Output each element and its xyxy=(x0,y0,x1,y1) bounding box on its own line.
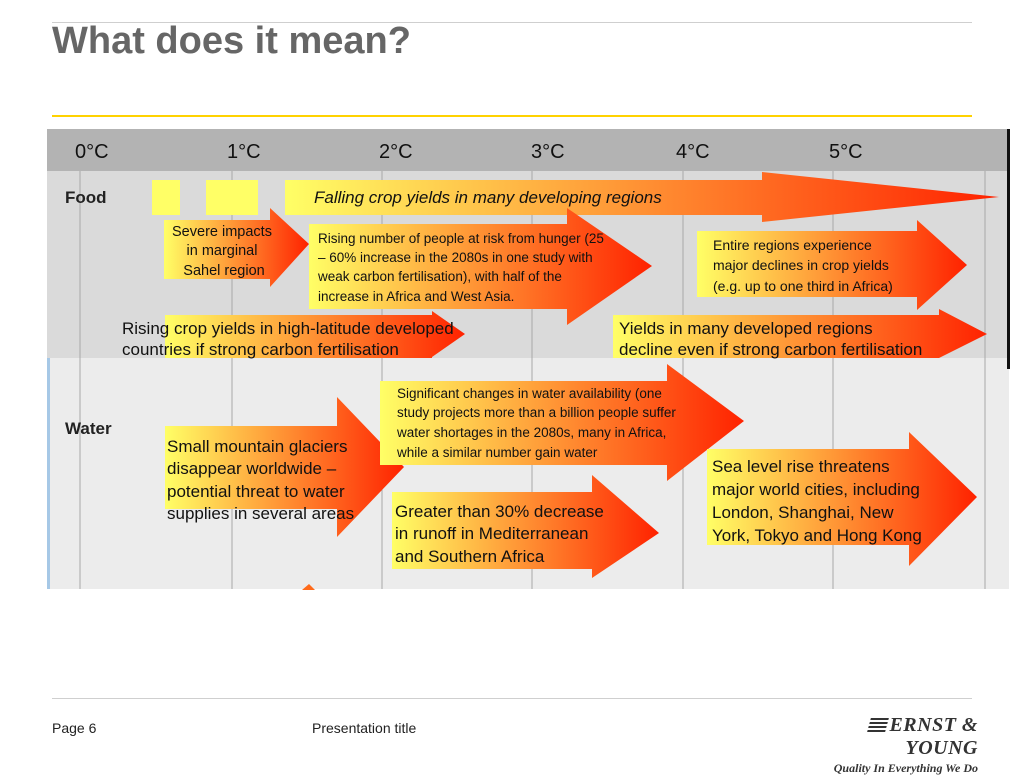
glaciers-arrow xyxy=(165,397,404,537)
svg-text:Sea level rise threatens m: Sea level rise threatens major world cit… xyxy=(712,457,925,545)
svg-text:Yields in many developed regio: Yields in many developed regions decline… xyxy=(619,319,922,359)
falling-yields-arrow xyxy=(285,172,999,222)
entire-regions-line-3: (e.g. up to one third in Africa) xyxy=(713,278,893,294)
runoff-line-1: Greater than 30% decrease xyxy=(395,502,604,521)
slide-title: What does it mean? xyxy=(52,20,411,62)
entire-regions-line-2: major declines in crop yields xyxy=(713,257,889,273)
food-edge-dark xyxy=(1007,129,1010,369)
svg-text:Small mountain glaciers di: Small mountain glaciers disappear worldw… xyxy=(167,437,354,523)
water-availability-line-2: study projects more than a billion peopl… xyxy=(397,405,676,420)
climate-impacts-diagram: 0°C 1°C 2°C 3°C 4°C 5°C Food Water Falli… xyxy=(47,129,1010,590)
rising-yields-line-2: countries if strong carbon fertilisation xyxy=(122,340,399,359)
entire-regions-arrow xyxy=(697,220,967,310)
yields-decline-arrow xyxy=(613,309,987,358)
rising-yields-line-1: Rising crop yields in high-latitude deve… xyxy=(122,319,454,338)
sea-level-arrow xyxy=(707,432,977,566)
severe-impacts-line-3: Sahel region xyxy=(183,263,264,279)
svg-text:Severe impacts in marginal: Severe impacts in marginal Sahel region xyxy=(172,224,276,279)
rising-hunger-line-1: Rising number of people at risk from hun… xyxy=(318,231,604,246)
footer-divider xyxy=(52,698,972,699)
rising-yields-arrow xyxy=(165,311,465,358)
presentation-title: Presentation title xyxy=(312,720,417,736)
water-availability-line-3: water shortages in the 2080s, many in Af… xyxy=(396,425,666,440)
food-yellow-block-2 xyxy=(206,180,258,215)
glaciers-line-3: potential threat to water xyxy=(167,482,345,501)
glaciers-line-2: disappear worldwide – xyxy=(167,459,337,478)
svg-text:Entire regions experience: Entire regions experience major declines… xyxy=(713,237,893,294)
runoff-line-3: and Southern Africa xyxy=(395,547,545,566)
sea-level-line-2: major world cities, including xyxy=(712,480,920,499)
severe-impacts-arrow xyxy=(164,208,309,287)
water-edge-left xyxy=(47,358,50,589)
scale-label-3c: 3°C xyxy=(531,141,565,163)
title-underline xyxy=(52,115,972,117)
rising-hunger-arrow xyxy=(309,208,652,325)
glaciers-line-1: Small mountain glaciers xyxy=(167,437,347,456)
ernst-young-logo: ERNST & YOUNG Quality In Everything We D… xyxy=(808,714,978,776)
scale-label-1c: 1°C xyxy=(227,141,261,163)
severe-impacts-line-2: in marginal xyxy=(187,243,258,259)
rising-hunger-line-4: increase in Africa and West Asia. xyxy=(318,289,514,304)
food-row-label: Food xyxy=(65,188,107,207)
header-band xyxy=(47,129,1009,171)
logo-tagline: Quality In Everything We Do xyxy=(833,761,978,775)
page-number: Page 6 xyxy=(52,720,97,736)
sea-level-line-1: Sea level rise threatens xyxy=(712,457,890,476)
scale-label-4c: 4°C xyxy=(676,141,710,163)
scale-label-2c: 2°C xyxy=(379,141,413,163)
rising-hunger-line-2: – 60% increase in the 2080s in one study… xyxy=(318,250,593,265)
scale-label-0c: 0°C xyxy=(75,141,109,163)
food-yellow-block-1 xyxy=(152,180,180,215)
water-availability-line-4: while a similar number gain water xyxy=(396,445,598,460)
water-row-label: Water xyxy=(65,419,112,438)
water-availability-line-1: Significant changes in water availabilit… xyxy=(397,386,662,401)
sea-level-line-4: York, Tokyo and Hong Kong xyxy=(712,526,922,545)
glaciers-line-4: supplies in several areas xyxy=(167,504,354,523)
svg-text:Rising crop yields in high-lat: Rising crop yields in high-latitude deve… xyxy=(122,319,458,359)
scale-label-5c: 5°C xyxy=(829,141,863,163)
yields-decline-line-1: Yields in many developed regions xyxy=(619,319,873,338)
logo-mark-icon xyxy=(867,718,890,732)
svg-text:Greater than 30% decrease: Greater than 30% decrease in runoff in M… xyxy=(395,502,609,566)
entire-regions-line-1: Entire regions experience xyxy=(713,237,872,253)
water-availability-arrow xyxy=(380,364,744,481)
top-divider xyxy=(52,22,972,23)
svg-text:Rising number of people at ris: Rising number of people at risk from hun… xyxy=(317,231,608,304)
runoff-line-2: in runoff in Mediterranean xyxy=(395,524,588,543)
cutoff-arrow-tip xyxy=(302,584,315,590)
svg-text:Significant changes in water a: Significant changes in water availabilit… xyxy=(396,386,680,460)
falling-yields-text: Falling crop yields in many developing r… xyxy=(314,188,662,207)
rising-hunger-line-3: weak carbon fertilisation), with half of… xyxy=(317,269,562,284)
yields-decline-line-2: decline even if strong carbon fertilisat… xyxy=(619,340,922,359)
severe-impacts-line-1: Severe impacts xyxy=(172,224,272,240)
logo-name: ERNST & YOUNG xyxy=(889,714,978,759)
runoff-arrow xyxy=(392,475,659,578)
sea-level-line-3: London, Shanghai, New xyxy=(712,503,894,522)
